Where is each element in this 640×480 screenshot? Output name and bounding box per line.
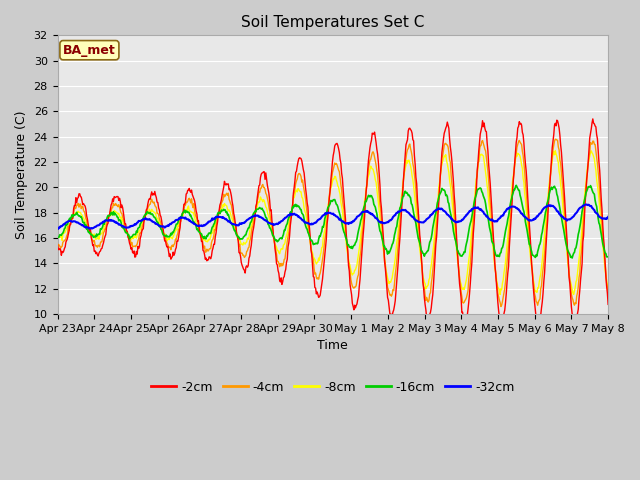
Y-axis label: Soil Temperature (C): Soil Temperature (C) [15,110,28,239]
Legend: -2cm, -4cm, -8cm, -16cm, -32cm: -2cm, -4cm, -8cm, -16cm, -32cm [146,376,520,399]
X-axis label: Time: Time [317,339,348,352]
Title: Soil Temperatures Set C: Soil Temperatures Set C [241,15,424,30]
Text: BA_met: BA_met [63,44,116,57]
